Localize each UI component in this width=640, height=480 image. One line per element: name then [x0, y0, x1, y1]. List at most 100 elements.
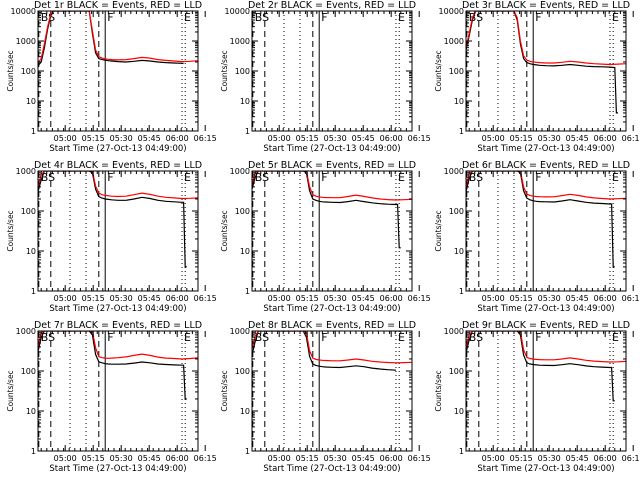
y-tick-label: 1000 — [230, 37, 250, 46]
marker-label-bs: BS — [41, 331, 55, 344]
y-tick-label: 100 — [235, 207, 250, 216]
panel-title: Det 3r BLACK = Events, RED = LLD — [462, 0, 630, 11]
lld-series-line — [466, 171, 626, 200]
x-tick-label: 05:15 — [82, 294, 105, 303]
y-tick-label: 1 — [31, 287, 36, 296]
x-axis-label: Start Time (27-Oct-13 04:49:00) — [477, 464, 614, 474]
x-tick-label: 05:30 — [110, 454, 133, 463]
marker-label-bs: BS — [255, 171, 269, 184]
x-tick-label: 05:30 — [324, 294, 347, 303]
x-tick-label: 06:00 — [594, 454, 617, 463]
series-group — [466, 171, 626, 268]
y-tick-label: 100 — [449, 67, 464, 76]
marker-label-e: E — [398, 171, 405, 184]
x-tick-label: 05:45 — [566, 454, 589, 463]
x-tick-label: 06:15 — [408, 454, 431, 463]
marker-label-e: E — [184, 331, 191, 344]
y-tick-label: 10 — [240, 407, 250, 416]
x-tick-label: 06:15 — [622, 454, 640, 463]
x-tick-label: 06:15 — [194, 294, 217, 303]
x-tick-label: 05:15 — [510, 134, 533, 143]
x-tick-label: 05:45 — [138, 454, 161, 463]
series-group — [466, 11, 626, 114]
series-group — [252, 171, 412, 249]
y-tick-label: 10 — [240, 97, 250, 106]
marker-label-f: F — [107, 171, 113, 184]
y-tick-label: 100 — [449, 367, 464, 376]
lld-series-line — [38, 11, 198, 63]
y-tick-label: 1000 — [444, 167, 464, 176]
y-tick-label: 1000 — [16, 327, 36, 336]
plot-frame — [251, 170, 413, 292]
x-tick-label: 06:00 — [166, 134, 189, 143]
panel-title: Det 9r BLACK = Events, RED = LLD — [462, 320, 630, 331]
lld-series-line — [38, 171, 198, 200]
x-tick-label: 05:30 — [538, 454, 561, 463]
x-tick-label: 05:00 — [268, 454, 291, 463]
series-group — [466, 331, 626, 402]
y-axis-label: Counts/sec — [220, 50, 229, 91]
series-group — [252, 331, 412, 371]
y-tick-label: 1 — [459, 287, 464, 296]
events-series-line — [466, 11, 618, 114]
y-axis-label: Counts/sec — [434, 370, 443, 411]
x-tick-label: 05:15 — [296, 134, 319, 143]
y-axis-label: Counts/sec — [434, 50, 443, 91]
events-series-line — [38, 331, 187, 400]
x-axis-label: Start Time (27-Oct-13 04:49:00) — [263, 464, 400, 474]
marker-label-e: E — [398, 331, 405, 344]
marker-label-e: E — [398, 11, 405, 24]
plot-frame — [465, 170, 627, 292]
lld-series-line — [466, 11, 626, 66]
plot-frame — [465, 330, 627, 452]
events-series-line — [466, 171, 615, 268]
series-group — [38, 331, 198, 400]
x-tick-label: 05:30 — [324, 454, 347, 463]
x-tick-label: 05:00 — [482, 294, 505, 303]
x-tick-label: 06:00 — [594, 294, 617, 303]
marker-label-f: F — [535, 331, 541, 344]
x-tick-label: 06:00 — [380, 454, 403, 463]
y-tick-label: 10 — [26, 407, 36, 416]
plot-frame — [251, 10, 413, 132]
marker-label-bs: BS — [255, 331, 269, 344]
x-tick-label: 06:00 — [166, 454, 189, 463]
lld-series-line — [466, 331, 626, 363]
x-axis-label: Start Time (27-Oct-13 04:49:00) — [477, 144, 614, 154]
series-group — [38, 11, 198, 67]
y-axis-label: Counts/sec — [6, 210, 15, 251]
x-tick-label: 06:00 — [380, 134, 403, 143]
y-tick-label: 1 — [459, 127, 464, 136]
marker-label-e: E — [612, 11, 619, 24]
y-tick-label: 10 — [26, 97, 36, 106]
y-tick-label: 10 — [454, 407, 464, 416]
plot-frame — [251, 330, 413, 452]
y-tick-label: 1 — [31, 447, 36, 456]
marker-label-f: F — [321, 171, 327, 184]
x-axis-label: Start Time (27-Oct-13 04:49:00) — [49, 464, 186, 474]
x-tick-label: 05:45 — [138, 294, 161, 303]
y-tick-label: 1 — [245, 447, 250, 456]
panel-title: Det 8r BLACK = Events, RED = LLD — [248, 320, 416, 331]
x-tick-label: 06:00 — [594, 134, 617, 143]
panel-title: Det 2r BLACK = Events, RED = LLD — [248, 0, 416, 11]
lld-series-line — [252, 331, 412, 364]
marker-label-e: E — [184, 11, 191, 24]
y-axis-label: Counts/sec — [220, 210, 229, 251]
x-tick-label: 05:00 — [268, 294, 291, 303]
x-tick-label: 05:00 — [54, 454, 77, 463]
y-tick-label: 1000 — [444, 327, 464, 336]
y-axis-label: Counts/sec — [6, 370, 15, 411]
events-series-line — [252, 331, 397, 371]
panel-title: Det 1r BLACK = Events, RED = LLD — [34, 0, 202, 11]
y-tick-label: 1 — [459, 447, 464, 456]
x-tick-label: 05:00 — [54, 294, 77, 303]
x-tick-label: 05:45 — [352, 454, 375, 463]
x-tick-label: 05:00 — [268, 134, 291, 143]
y-tick-label: 10 — [454, 247, 464, 256]
y-tick-label: 10000 — [439, 7, 464, 16]
